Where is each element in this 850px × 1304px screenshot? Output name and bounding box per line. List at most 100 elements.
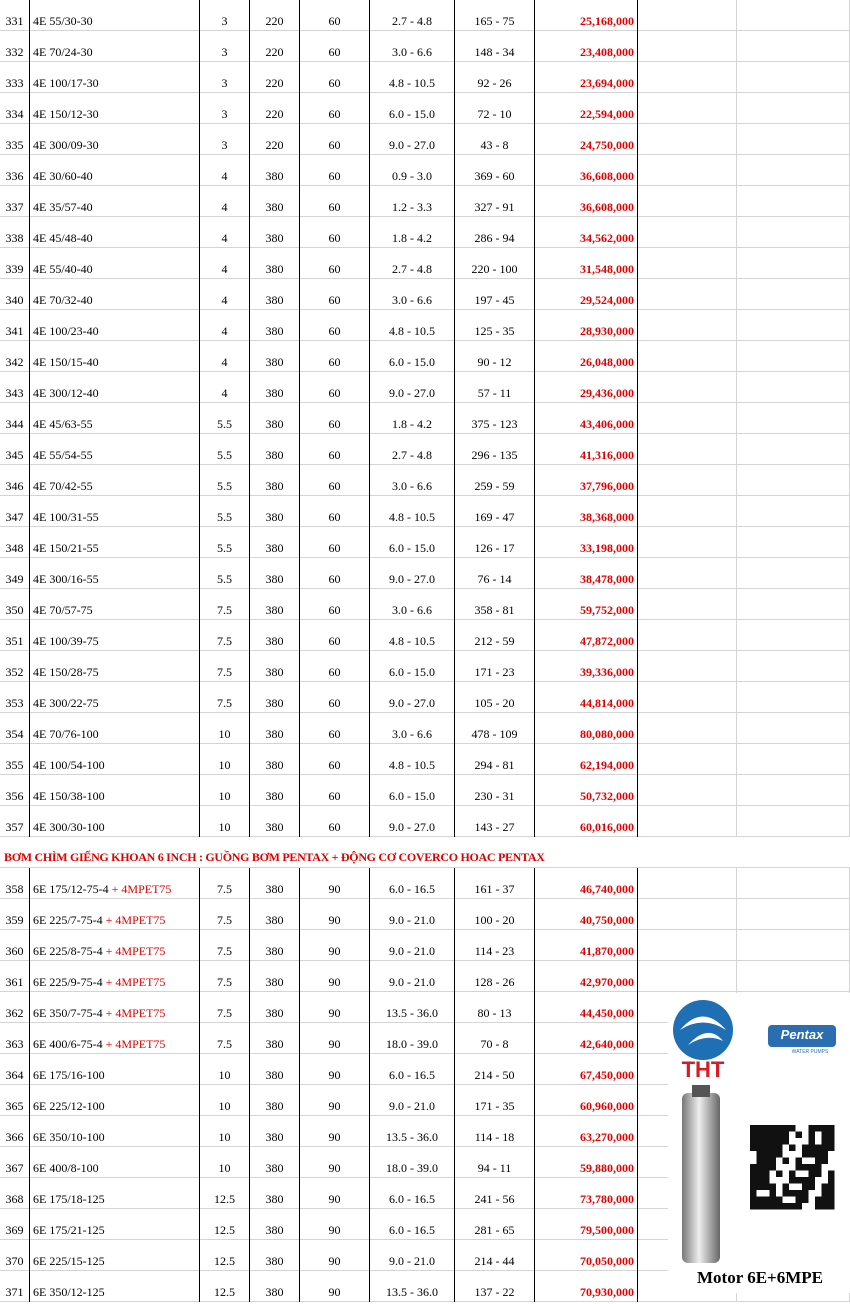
qr-module xyxy=(828,1138,835,1145)
price: 44,814,000 xyxy=(535,682,638,713)
empty-cell xyxy=(737,806,850,837)
section-row: BƠM CHÌM GIẾNG KHOAN 6 INCH : GUỒNG BƠM … xyxy=(0,837,850,868)
model: 4E 55/40-40 xyxy=(30,248,200,279)
qr-module xyxy=(815,1151,822,1158)
flow-range: 4.8 - 10.5 xyxy=(370,62,455,93)
empty-cell xyxy=(638,279,737,310)
power-kw: 4 xyxy=(200,279,250,310)
model: 4E 70/76-100 xyxy=(30,713,200,744)
price: 22,594,000 xyxy=(535,93,638,124)
model-name: 6E 400/6-75-4 xyxy=(33,1037,103,1051)
qr-module xyxy=(750,1183,757,1190)
flow-range: 13.5 - 36.0 xyxy=(370,1116,455,1147)
power-kw: 7.5 xyxy=(200,992,250,1023)
model: 4E 70/42-55 xyxy=(30,465,200,496)
qr-module xyxy=(756,1183,763,1190)
price: 31,548,000 xyxy=(535,248,638,279)
voltage: 380 xyxy=(250,403,300,434)
frequency: 60 xyxy=(300,682,370,713)
empty-cell xyxy=(638,155,737,186)
model: 4E 70/57-75 xyxy=(30,589,200,620)
model-name: 4E 55/40-40 xyxy=(33,262,93,276)
model: 4E 45/63-55 xyxy=(30,403,200,434)
flow-range: 9.0 - 27.0 xyxy=(370,806,455,837)
motor-addon: + 4MPET75 xyxy=(105,944,166,958)
qr-module xyxy=(821,1144,828,1151)
price: 23,408,000 xyxy=(535,31,638,62)
frequency: 60 xyxy=(300,124,370,155)
qr-module xyxy=(815,1144,822,1151)
head-range: 92 - 26 xyxy=(455,62,535,93)
voltage: 380 xyxy=(250,248,300,279)
qr-module xyxy=(756,1144,763,1151)
qr-module xyxy=(776,1125,783,1132)
qr-module xyxy=(769,1203,776,1210)
voltage: 380 xyxy=(250,775,300,806)
voltage: 380 xyxy=(250,1147,300,1178)
head-range: 478 - 109 xyxy=(455,713,535,744)
row-number: 366 xyxy=(0,1116,30,1147)
head-range: 197 - 45 xyxy=(455,279,535,310)
row-number: 368 xyxy=(0,1178,30,1209)
model: 6E 175/12-75-4 + 4MPET75 xyxy=(30,868,200,899)
voltage: 380 xyxy=(250,651,300,682)
head-range: 375 - 123 xyxy=(455,403,535,434)
qr-module xyxy=(802,1190,809,1197)
model-name: 4E 70/76-100 xyxy=(33,727,99,741)
qr-module xyxy=(763,1203,770,1210)
qr-module xyxy=(763,1138,770,1145)
empty-cell xyxy=(737,124,850,155)
power-kw: 5.5 xyxy=(200,558,250,589)
empty-cell xyxy=(638,124,737,155)
voltage: 380 xyxy=(250,682,300,713)
head-range: 161 - 37 xyxy=(455,868,535,899)
flow-range: 9.0 - 27.0 xyxy=(370,558,455,589)
qr-module xyxy=(769,1125,776,1132)
qr-module xyxy=(789,1144,796,1151)
frequency: 60 xyxy=(300,806,370,837)
row-number: 365 xyxy=(0,1085,30,1116)
frequency: 60 xyxy=(300,465,370,496)
frequency: 60 xyxy=(300,558,370,589)
model: 6E 400/6-75-4 + 4MPET75 xyxy=(30,1023,200,1054)
flow-range: 6.0 - 16.5 xyxy=(370,1178,455,1209)
model: 4E 70/24-30 xyxy=(30,31,200,62)
power-kw: 4 xyxy=(200,186,250,217)
model-name: 6E 225/7-75-4 xyxy=(33,913,103,927)
empty-cell xyxy=(737,744,850,775)
table-row: 336 4E 30/60-40 4 380 60 0.9 - 3.0 369 - 60 36,… xyxy=(0,155,850,186)
empty-cell xyxy=(737,465,850,496)
power-kw: 3 xyxy=(200,0,250,31)
empty-cell xyxy=(638,341,737,372)
head-range: 105 - 20 xyxy=(455,682,535,713)
qr-module xyxy=(750,1196,757,1203)
power-kw: 3 xyxy=(200,62,250,93)
pump-body xyxy=(682,1093,720,1263)
empty-cell xyxy=(638,0,737,31)
flow-range: 6.0 - 16.5 xyxy=(370,1054,455,1085)
qr-module xyxy=(789,1177,796,1184)
table-row: 338 4E 45/48-40 4 380 60 1.8 - 4.2 286 - 94 34,… xyxy=(0,217,850,248)
model-name: 6E 400/8-100 xyxy=(33,1161,99,1175)
row-number: 361 xyxy=(0,961,30,992)
price: 40,750,000 xyxy=(535,899,638,930)
qr-module xyxy=(815,1203,822,1210)
empty-cell xyxy=(638,434,737,465)
qr-module xyxy=(769,1157,776,1164)
price: 41,316,000 xyxy=(535,434,638,465)
empty-cell xyxy=(638,93,737,124)
price: 28,930,000 xyxy=(535,310,638,341)
table-row: 332 4E 70/24-30 3 220 60 3.0 - 6.6 148 - 34 23,… xyxy=(0,31,850,62)
price: 26,048,000 xyxy=(535,341,638,372)
model-name: 4E 35/57-40 xyxy=(33,200,93,214)
price: 37,796,000 xyxy=(535,465,638,496)
qr-module xyxy=(828,1131,835,1138)
qr-module xyxy=(802,1151,809,1158)
row-number: 357 xyxy=(0,806,30,837)
row-number: 331 xyxy=(0,0,30,31)
voltage: 380 xyxy=(250,527,300,558)
qr-module xyxy=(828,1125,835,1132)
empty-cell xyxy=(638,372,737,403)
qr-module xyxy=(815,1170,822,1177)
head-range: 358 - 81 xyxy=(455,589,535,620)
